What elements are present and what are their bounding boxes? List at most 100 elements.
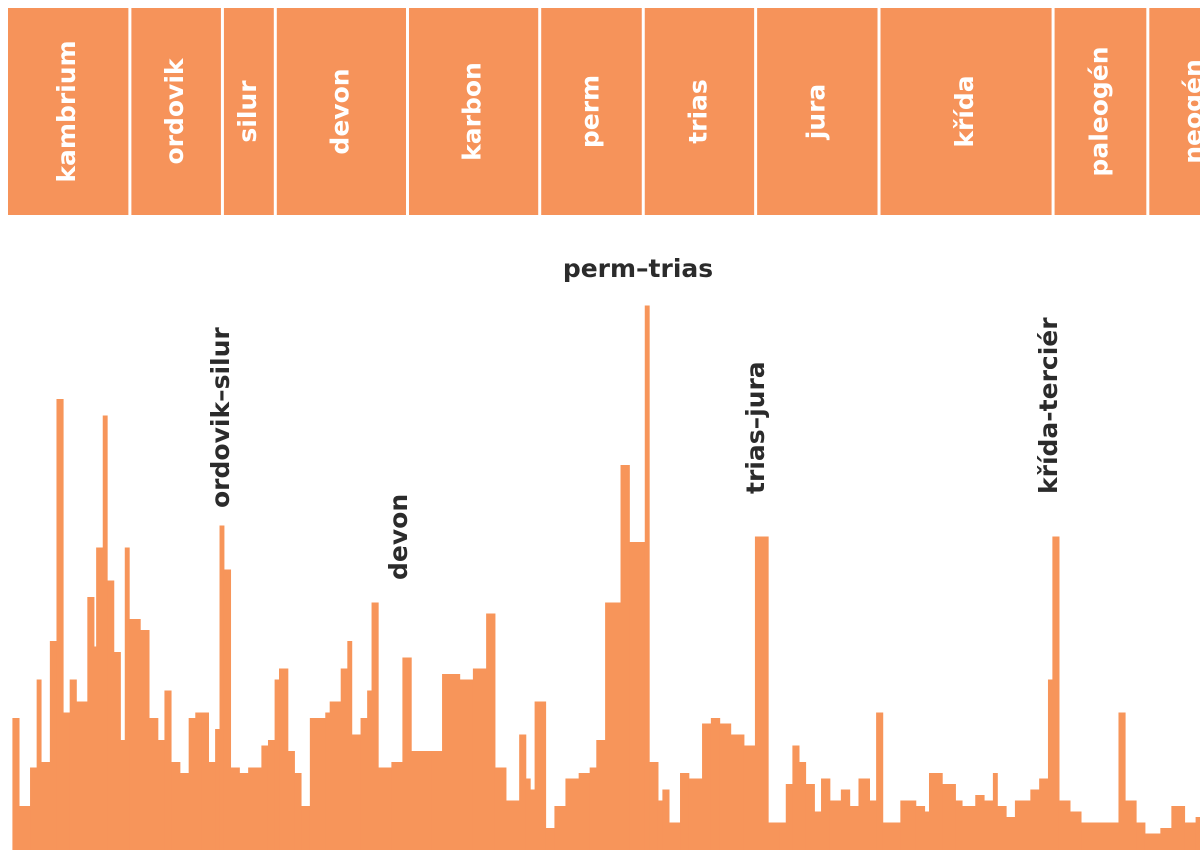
step-bar <box>1081 822 1102 850</box>
step-bar <box>63 712 71 850</box>
step-bar <box>340 668 348 850</box>
step-bar <box>367 690 373 850</box>
step-bar <box>223 569 232 850</box>
annotation: perm–trias <box>563 254 713 283</box>
step-bar <box>829 800 842 850</box>
step-bar <box>840 789 851 850</box>
step-bar <box>113 652 121 850</box>
step-bar <box>1184 822 1197 850</box>
step-bar <box>179 773 190 850</box>
step-bar <box>779 822 787 850</box>
step-bar <box>545 828 555 850</box>
step-bar <box>494 767 507 850</box>
step-bar <box>12 718 20 850</box>
step-bar <box>589 767 597 850</box>
step-bar <box>329 701 342 850</box>
annotation: trias–jura <box>741 361 770 494</box>
step-bar <box>1195 817 1200 850</box>
step-bar <box>442 674 461 850</box>
step-bar <box>195 712 203 850</box>
step-bar <box>680 773 690 850</box>
step-bar <box>869 800 877 850</box>
step-bar <box>1058 800 1071 850</box>
period-label: křída <box>950 75 979 147</box>
step-bar <box>1047 679 1053 850</box>
step-bar <box>171 762 181 850</box>
step-bar <box>629 542 646 850</box>
step-bar <box>96 547 104 850</box>
step-bar <box>798 762 807 850</box>
step-bar <box>1160 828 1172 850</box>
step-bar <box>821 778 831 850</box>
step-bar <box>371 602 379 850</box>
step-bar <box>1052 536 1060 850</box>
step-bar <box>768 822 780 850</box>
step-bar <box>208 762 216 850</box>
step-bar <box>124 547 130 850</box>
step-bar <box>1006 817 1016 850</box>
step-bar <box>530 789 536 850</box>
step-bar <box>505 800 520 850</box>
period-band <box>131 8 221 215</box>
step-bar <box>785 784 793 850</box>
step-bar <box>129 619 141 850</box>
step-bar <box>605 602 622 850</box>
step-bar <box>431 751 443 850</box>
period-band <box>757 8 878 215</box>
step-bar <box>1039 778 1049 850</box>
step-bar <box>649 762 659 850</box>
period-label: trias <box>683 79 712 144</box>
step-bar <box>900 800 917 850</box>
step-bar <box>754 536 769 850</box>
step-bar <box>391 762 403 850</box>
step-bar <box>992 773 998 850</box>
step-bar <box>120 740 126 850</box>
step-bar <box>201 712 210 850</box>
step-bar <box>915 806 926 850</box>
step-bar <box>814 811 822 850</box>
step-bar <box>294 773 302 850</box>
period-label: perm <box>575 75 604 148</box>
step-bar <box>858 778 871 850</box>
step-bar <box>472 668 487 850</box>
step-bar <box>215 729 221 850</box>
step-bar <box>1070 811 1082 850</box>
step-bar <box>924 811 930 850</box>
period-band <box>223 8 274 215</box>
annotation: křída-terciér <box>1034 317 1063 494</box>
step-bar <box>719 723 732 850</box>
step-bar <box>49 641 57 850</box>
step-bar <box>19 806 31 850</box>
step-bar <box>849 806 859 850</box>
step-bar <box>107 580 115 850</box>
period-band <box>1054 8 1147 215</box>
step-bar <box>140 630 150 850</box>
step-bar <box>56 399 64 850</box>
step-bar <box>955 800 963 850</box>
step-bar <box>347 641 353 850</box>
period-label: jura <box>801 84 830 141</box>
annotation: devon <box>384 494 413 580</box>
period-label: neogén <box>1179 59 1200 164</box>
step-bar <box>360 718 368 850</box>
step-bar <box>702 723 712 850</box>
period-band <box>1149 8 1200 215</box>
step-bar <box>596 740 606 850</box>
step-bar <box>1125 800 1137 850</box>
step-bar <box>1136 822 1146 850</box>
step-bar <box>239 773 249 850</box>
step-bar <box>688 778 703 850</box>
period-band <box>880 8 1052 215</box>
period-band <box>8 8 129 215</box>
step-bar <box>730 734 745 850</box>
step-bar <box>402 657 412 850</box>
annotation: ordovik–silur <box>206 327 235 508</box>
period-label: paleogén <box>1084 46 1113 176</box>
step-bar <box>525 778 531 850</box>
step-bar <box>578 773 591 850</box>
step-bar <box>942 784 956 850</box>
period-label: kambrium <box>52 40 81 182</box>
step-bar <box>230 767 240 850</box>
